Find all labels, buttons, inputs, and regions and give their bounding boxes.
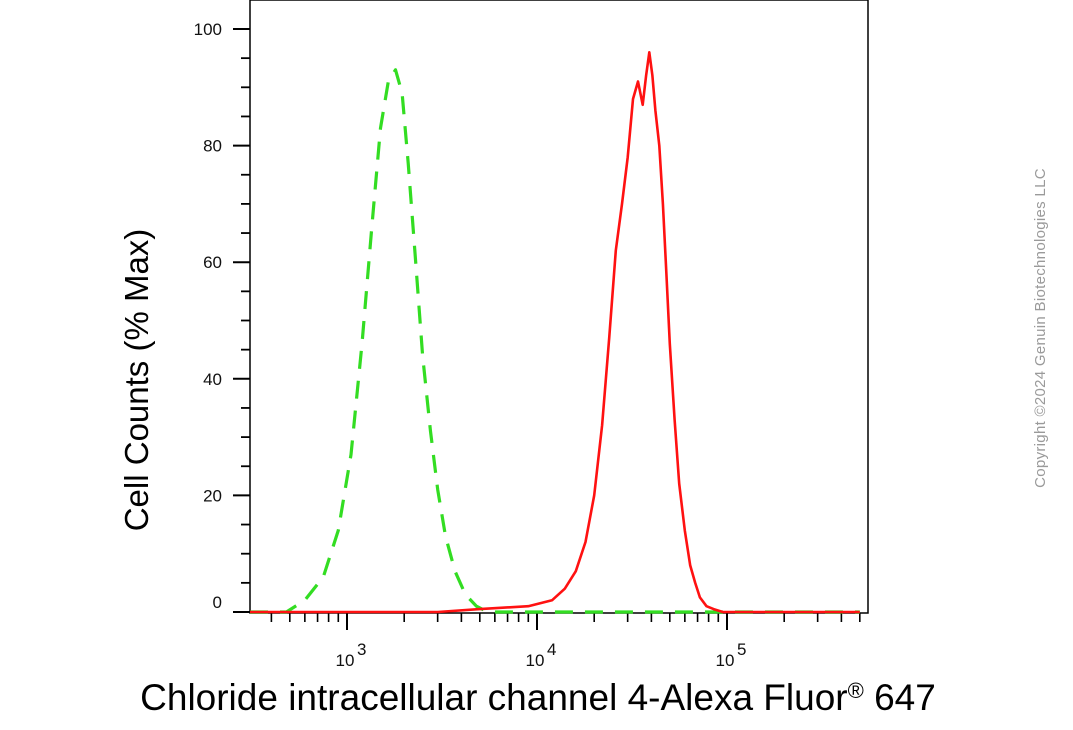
x-tick-label-base: 10 [716,651,735,670]
y-tick-label: 40 [203,370,222,389]
registered-mark: ® [848,678,864,703]
y-tick-label: 20 [203,486,222,505]
y-axis: 0 20 40 60 80 100 [194,20,250,613]
x-tick-label: 103 [336,640,367,670]
x-axis-title: Chloride intracellular channel 4-Alexa F… [140,677,936,718]
y-tick-label: 0 [213,593,222,612]
control-series-line [250,68,860,614]
x-tick-label-exponent: 5 [737,640,746,659]
x-tick-label-base: 10 [526,651,545,670]
y-tick-label: 80 [203,137,222,156]
x-axis-title-text: 647 [864,677,936,718]
x-tick-label: 105 [716,640,747,670]
x-tick-label-base: 10 [336,651,355,670]
y-tick-label: 100 [194,20,222,39]
x-axis-title-text: Chloride intracellular channel 4-Alexa F… [140,677,847,718]
copyright-watermark: Copyright ©2024 Genuin Biotechnologies L… [1032,168,1049,488]
x-tick-label: 104 [526,640,557,670]
x-tick-label-exponent: 4 [547,640,556,659]
y-tick-label: 60 [203,253,222,272]
x-tick-label-exponent: 3 [357,640,366,659]
y-axis-title: Cell Counts (% Max) [118,229,155,532]
stained-series-line [250,50,860,614]
series-layer [250,50,860,614]
